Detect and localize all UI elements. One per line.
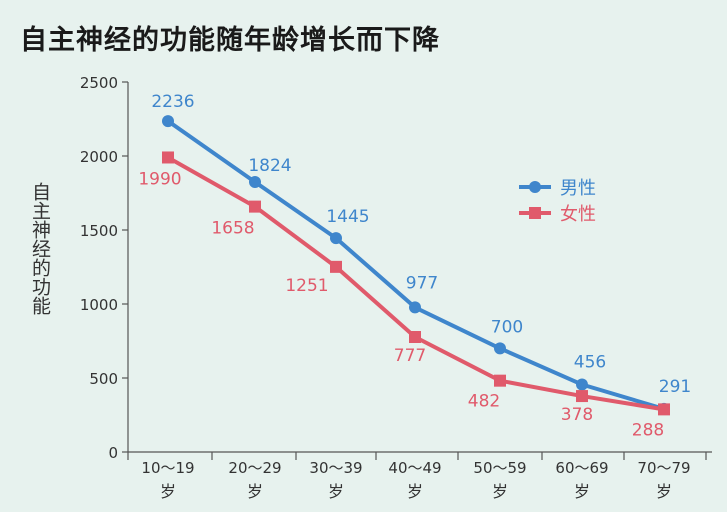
- legend-marker: [529, 181, 541, 193]
- x-tick-label-unit: 岁: [574, 482, 590, 501]
- x-tick-label-unit: 岁: [247, 482, 263, 501]
- y-tick-label: 0: [108, 444, 118, 462]
- data-point: [162, 115, 174, 128]
- data-point: [658, 403, 670, 416]
- y-tick-label: 2000: [80, 148, 118, 166]
- data-point: [576, 390, 588, 403]
- x-tick-label: 30～39: [309, 459, 362, 477]
- x-tick-label: 70～79: [637, 459, 690, 477]
- y-tick-label: 500: [89, 370, 118, 388]
- legend-label: 女性: [560, 204, 596, 225]
- x-tick-label: 50～59: [473, 459, 526, 477]
- data-point: [330, 232, 342, 245]
- data-point: [249, 200, 261, 213]
- x-tick-label-unit: 岁: [492, 482, 508, 501]
- x-tick-label-unit: 岁: [407, 482, 423, 501]
- x-tick-label: 60～69: [555, 459, 608, 477]
- data-point: [330, 260, 342, 273]
- x-tick-label: 40～49: [388, 459, 441, 477]
- data-label: 1658: [211, 219, 254, 239]
- data-label: 2236: [151, 92, 194, 112]
- y-tick-label: 2500: [80, 74, 118, 92]
- y-tick-label: 1500: [80, 222, 118, 240]
- data-point: [249, 176, 261, 189]
- data-label: 456: [574, 353, 606, 373]
- x-tick-label-unit: 岁: [328, 482, 344, 501]
- data-point: [409, 331, 421, 344]
- data-point: [162, 151, 174, 164]
- data-label: 291: [659, 377, 691, 397]
- data-point: [409, 301, 421, 314]
- data-label: 777: [394, 346, 426, 366]
- x-tick-label: 20～29: [228, 459, 281, 477]
- chart-title: 自主神经的功能随年龄增长而下降: [20, 25, 440, 56]
- y-axis-label: 自主神经的功能: [29, 182, 51, 315]
- data-label: 378: [561, 405, 593, 425]
- data-point: [494, 374, 506, 387]
- data-point: [576, 378, 588, 391]
- data-label: 482: [468, 392, 500, 412]
- legend-label: 男性: [560, 178, 596, 199]
- data-label: 1445: [326, 207, 369, 227]
- x-tick-label-unit: 岁: [160, 482, 176, 501]
- legend-marker: [529, 207, 541, 219]
- data-label: 288: [632, 420, 664, 440]
- x-tick-label: 10～19: [141, 459, 194, 477]
- x-tick-label-unit: 岁: [656, 482, 672, 501]
- data-label: 1251: [285, 276, 328, 296]
- y-tick-label: 1000: [80, 296, 118, 314]
- data-label: 700: [491, 317, 523, 337]
- data-point: [494, 342, 506, 355]
- data-label: 1990: [138, 169, 181, 189]
- data-label: 977: [406, 273, 438, 293]
- data-label: 1824: [248, 156, 291, 176]
